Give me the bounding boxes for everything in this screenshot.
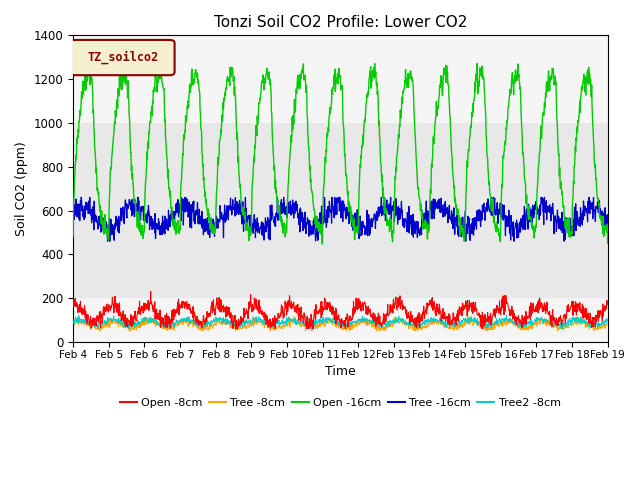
Legend: Open -8cm, Tree -8cm, Open -16cm, Tree -16cm, Tree2 -8cm: Open -8cm, Tree -8cm, Open -16cm, Tree -…	[116, 394, 565, 412]
Bar	[73, 167, 607, 211]
Y-axis label: Soil CO2 (ppm): Soil CO2 (ppm)	[15, 141, 28, 236]
Bar	[73, 211, 607, 254]
Bar	[73, 254, 607, 298]
FancyBboxPatch shape	[70, 40, 175, 75]
Text: TZ_soilco2: TZ_soilco2	[87, 51, 158, 64]
X-axis label: Time: Time	[325, 365, 356, 378]
Title: Tonzi Soil CO2 Profile: Lower CO2: Tonzi Soil CO2 Profile: Lower CO2	[214, 15, 467, 30]
Bar	[73, 123, 607, 167]
